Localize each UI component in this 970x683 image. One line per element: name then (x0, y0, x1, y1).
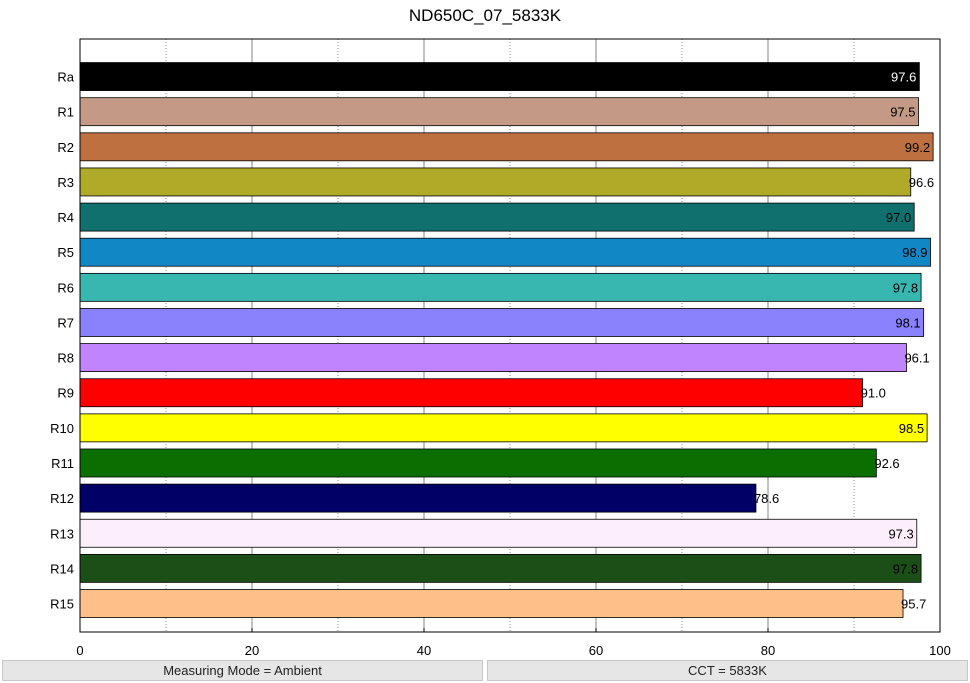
bar-r5 (79, 237, 931, 267)
value-label-r13: 97.3 (888, 526, 913, 541)
value-label-r15: 95.7 (901, 597, 926, 612)
cct-status: CCT = 5833K (487, 660, 968, 681)
value-label-ra: 97.6 (891, 70, 916, 85)
x-tick-label: 100 (929, 643, 951, 658)
bar-ra (79, 62, 920, 91)
value-label-r1: 97.5 (890, 105, 915, 120)
bar-r4 (79, 202, 915, 232)
x-tick-label: 20 (245, 643, 259, 658)
bar-r10 (79, 413, 928, 443)
axes: 0 20 40 60 80 100 (76, 38, 951, 658)
bar-r11 (79, 448, 877, 478)
value-label-r3: 96.6 (909, 175, 934, 190)
bar-r2 (79, 132, 934, 162)
category-label: R15 (50, 597, 74, 612)
category-label: R3 (57, 175, 74, 190)
category-label: Ra (57, 70, 74, 85)
value-label-r10: 98.5 (899, 421, 924, 436)
value-label-r4: 97.0 (886, 210, 911, 225)
category-label: R5 (57, 245, 74, 260)
cri-bar-chart: 97.6 Ra 97.5 R1 99.2 R2 96.6 R3 97.0 R4 98.9 R5 97.8… (50, 38, 951, 658)
bar-r6 (79, 272, 922, 302)
category-label: R14 (50, 561, 74, 576)
category-label: R10 (50, 421, 74, 436)
value-label-r12: 78.6 (754, 491, 779, 506)
value-labels: 97.6 Ra 97.5 R1 99.2 R2 96.6 R3 97.0 R4 98.9 R5 97.8… (50, 70, 934, 612)
bars (79, 62, 934, 618)
category-label: R12 (50, 491, 74, 506)
bar-r9 (79, 378, 863, 408)
chart-title: ND650C_07_5833K (408, 6, 562, 25)
bar-r3 (79, 167, 912, 197)
bar-r15 (79, 589, 904, 618)
value-label-r11: 92.6 (874, 456, 899, 471)
category-label: R13 (50, 526, 74, 541)
x-tick-label: 80 (761, 643, 775, 658)
x-tick-label: 0 (76, 643, 83, 658)
category-label: R6 (57, 280, 74, 295)
value-label-r6: 97.8 (893, 280, 918, 295)
bar-r7 (79, 308, 925, 337)
measuring-mode-status: Measuring Mode = Ambient (2, 660, 483, 681)
bar-r8 (79, 343, 907, 373)
value-label-r2: 99.2 (905, 140, 930, 155)
category-label: R7 (57, 315, 74, 330)
category-label: R11 (51, 456, 74, 471)
bar-r14 (79, 553, 922, 583)
x-tick-label: 40 (417, 643, 431, 658)
category-label: R2 (57, 140, 74, 155)
bar-r13 (79, 518, 918, 548)
value-label-r7: 98.1 (895, 315, 920, 330)
x-tick-label: 60 (589, 643, 603, 658)
category-label: R1 (57, 105, 74, 120)
value-label-r5: 98.9 (902, 245, 927, 260)
value-label-r9: 91.0 (861, 386, 886, 401)
category-label: R9 (57, 386, 74, 401)
category-label: R8 (57, 351, 74, 366)
plot-frame (79, 38, 941, 633)
bar-r1 (79, 97, 919, 127)
value-label-r8: 96.1 (904, 351, 929, 366)
value-label-r14: 97.8 (893, 561, 918, 576)
bar-r12 (79, 483, 757, 513)
category-label: R4 (57, 210, 74, 225)
